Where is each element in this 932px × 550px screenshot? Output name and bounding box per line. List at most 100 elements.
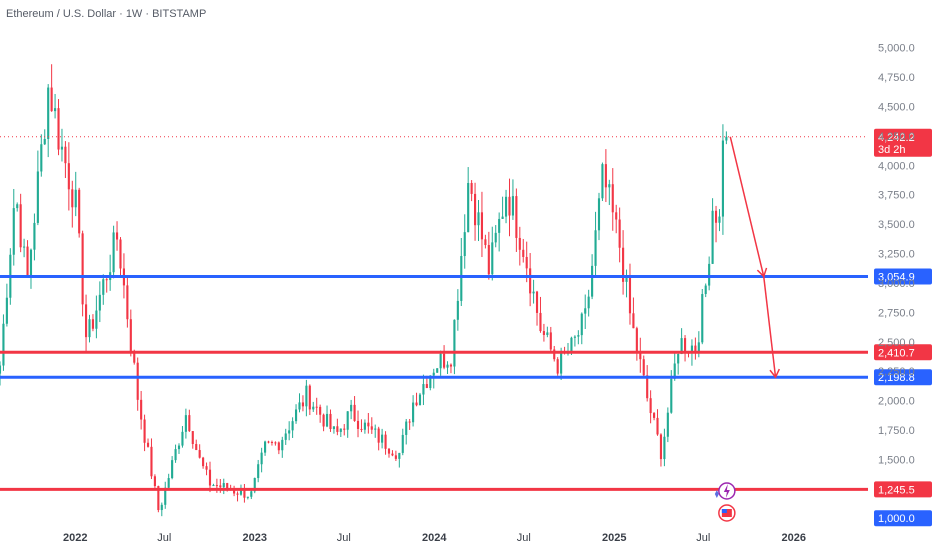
candle-body (718, 216, 721, 223)
candle-body (188, 415, 191, 432)
candle-body (553, 349, 556, 360)
candle-body (143, 419, 146, 443)
candle-body (398, 452, 401, 459)
candle-body (425, 384, 428, 389)
candle-body (494, 232, 497, 243)
y-tick-label: 2,250.0 (878, 366, 915, 378)
candle-body (308, 385, 311, 410)
candle-body (473, 193, 477, 226)
candle-body (146, 442, 150, 447)
y-tick-label: 4,250.0 (878, 131, 915, 143)
candle-body (167, 478, 170, 488)
candle-body (353, 404, 356, 421)
candle-body (381, 434, 384, 443)
candle-body (325, 413, 329, 427)
candle-body (405, 421, 408, 435)
candle-body (591, 265, 594, 297)
level-tag (874, 344, 932, 361)
candle-body (622, 247, 625, 282)
level-label: 3,054.9 (878, 271, 915, 283)
y-tick-label: 3,750.0 (878, 190, 915, 202)
countdown-label: 3d 2h (878, 144, 906, 156)
candle-body (535, 291, 539, 313)
y-tick-label: 4,000.0 (878, 160, 915, 172)
candle-body (88, 319, 91, 338)
candle-body (16, 204, 19, 209)
candle-body (460, 256, 463, 301)
candle-body (26, 246, 29, 276)
candle-body (64, 146, 67, 164)
candle-body (54, 108, 57, 112)
projection-arrows (729, 136, 781, 379)
candle-body (119, 239, 122, 269)
candle-body (625, 276, 628, 282)
candle-body (78, 189, 81, 234)
x-tick-label: Jul (696, 532, 710, 544)
candle-body (350, 404, 353, 412)
candle-body (208, 469, 212, 486)
time-axis: 2022 Jul 2023 Jul 2024 Jul 2025 Jul 2026 (63, 532, 806, 544)
candle-body (164, 487, 167, 505)
candle-body (711, 210, 714, 264)
candle-body (611, 184, 614, 213)
candle-body (274, 442, 277, 444)
candle-body (264, 441, 267, 453)
candle-body (560, 351, 563, 374)
candle-body (50, 87, 53, 112)
candle-body (112, 232, 115, 273)
candle-body (608, 184, 611, 188)
level-tag (874, 268, 932, 285)
chart-title: Ethereum / U.S. Dollar · 1W · BITSTAMP (6, 8, 207, 20)
candle-body (511, 196, 514, 216)
candle-body (656, 417, 659, 435)
candle-body (690, 345, 694, 353)
candle-body (160, 504, 163, 511)
candle-body (150, 446, 153, 477)
candle-body (518, 237, 521, 250)
x-tick-label: 2025 (602, 532, 626, 544)
candle-body (367, 422, 370, 427)
candle-body (339, 428, 342, 432)
arrow-head (769, 368, 781, 379)
candle-body (635, 328, 638, 352)
candle-body (649, 398, 652, 414)
candle-body (573, 336, 576, 338)
candle-body (91, 319, 95, 329)
candle-body (453, 319, 456, 367)
candle-body (408, 421, 411, 423)
level-tag (874, 481, 932, 498)
candle-body (0, 365, 2, 374)
candle-body (477, 212, 480, 226)
candle-body (401, 434, 404, 453)
candle-body (487, 245, 490, 275)
candle-body (84, 304, 88, 338)
y-tick-label: 1,500.0 (878, 454, 915, 466)
candle-body (370, 426, 373, 430)
candle-body (181, 431, 184, 446)
candle-body (501, 216, 504, 219)
candle-body (422, 384, 425, 395)
candle-body (666, 412, 669, 437)
candle-body (184, 415, 187, 432)
candle-body (284, 433, 287, 440)
candle-body (673, 363, 676, 379)
last-price-label: 4,242.2 (878, 132, 915, 144)
projection-segment (762, 276, 777, 378)
candle-body (129, 319, 132, 351)
candle-body (5, 297, 8, 324)
candle-body (677, 354, 680, 364)
candle-body (467, 182, 470, 233)
y-tick-label: 4,500.0 (878, 101, 915, 113)
candle-body (157, 486, 160, 511)
candle-body (202, 457, 205, 467)
candle-body (336, 426, 339, 432)
projection-segment (729, 136, 765, 277)
candle-body (529, 268, 532, 294)
candle-body (532, 291, 535, 294)
y-tick-label: 2,000.0 (878, 396, 915, 408)
candle-body (580, 313, 583, 336)
candle-body (525, 256, 528, 269)
candle-body (198, 450, 201, 458)
candle-body (260, 452, 263, 465)
